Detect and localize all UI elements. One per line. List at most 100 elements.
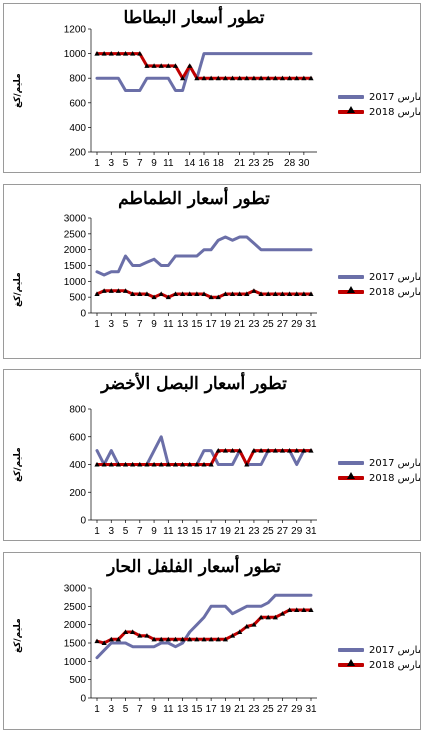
legend-label: مارس 2017 (369, 91, 421, 103)
legend-swatch-2018 (338, 659, 364, 667)
chart-panel-potato: 200 400 600 800 1000 1200 1 3 5 7 9 11 14 16 18 21 23 25 2… (3, 3, 421, 173)
legend-item-2017: مارس 2017 (338, 90, 421, 104)
legend-label: مارس 2017 (369, 644, 421, 656)
y-tick-label: 600 (69, 98, 86, 109)
legend-label: مارس 2017 (369, 457, 421, 469)
series-marker-2018 (180, 461, 186, 467)
series-marker-2018 (237, 75, 243, 81)
series-marker-2018 (115, 288, 121, 293)
triangle-marker-icon (347, 286, 355, 293)
x-tick-label: 5 (123, 319, 129, 330)
chart-panel-tomato: 0 500 1000 1500 2000 2500 3000 1 3 5 7 9 11 13 15 17 19 2… (3, 184, 421, 359)
x-tick-label: 15 (191, 319, 203, 330)
y-tick-label: 1000 (64, 49, 87, 60)
series-marker-2018 (108, 636, 114, 642)
x-tick-label: 1 (94, 526, 100, 537)
x-tick-label: 31 (305, 526, 317, 537)
y-tick-label: 0 (80, 694, 86, 705)
legend-swatch-2017 (338, 648, 364, 652)
series-marker-2018 (151, 461, 157, 467)
x-tick-label: 17 (206, 704, 218, 715)
series-marker-2018 (108, 51, 114, 56)
series-marker-2018 (115, 51, 121, 56)
series-marker-2018 (130, 51, 136, 56)
series-marker-2018 (201, 636, 207, 642)
x-tick-label: 21 (234, 526, 246, 537)
series-marker-2018 (115, 461, 121, 467)
series-marker-2018 (180, 291, 186, 296)
series-marker-2018 (265, 614, 271, 620)
series-marker-2018 (258, 291, 264, 296)
x-tick-label: 23 (248, 526, 260, 537)
legend-swatch-2017 (338, 461, 364, 465)
series-marker-2018 (122, 461, 129, 467)
series-marker-2018 (108, 288, 114, 293)
series-marker-2018 (244, 623, 250, 629)
series-marker-2018 (115, 636, 121, 642)
series-marker-2018 (215, 294, 221, 300)
series-marker-2018 (130, 291, 136, 296)
series-marker-2018 (158, 63, 164, 68)
y-tick-label: 0 (80, 309, 86, 320)
x-tick-label: 14 (184, 158, 196, 169)
series-marker-2018 (130, 629, 136, 634)
x-tick-label: 5 (123, 158, 129, 169)
chart-title: تطور أسعار الفلفل الحار (107, 557, 281, 577)
legend-label: مارس 2017 (369, 271, 421, 283)
x-tick-label: 1 (94, 158, 100, 169)
x-tick-label: 9 (151, 526, 157, 537)
y-tick-label: 400 (69, 123, 86, 134)
series-marker-2018 (180, 636, 186, 642)
series-marker-2018 (122, 51, 129, 56)
y-tick-label: 1000 (64, 277, 87, 288)
legend-item-2017: مارس 2017 (338, 456, 421, 470)
y-axis-label: مليم/كغ (13, 272, 23, 308)
series-marker-2018 (101, 51, 107, 56)
series-marker-2018 (272, 614, 278, 620)
y-tick-label: 2000 (64, 620, 87, 631)
series-marker-2018 (222, 75, 228, 81)
y-tick-label: 2000 (64, 245, 87, 256)
series-marker-2018 (94, 291, 100, 296)
series-marker-2018 (229, 75, 236, 81)
series-marker-2018 (101, 461, 107, 467)
legend-label: مارس 2018 (369, 286, 421, 298)
legend-swatch-2018 (338, 472, 364, 480)
x-tick-label: 11 (163, 319, 174, 330)
x-tick-label: 9 (151, 158, 157, 169)
y-tick-label: 2500 (64, 602, 87, 613)
x-tick-label: 21 (234, 158, 246, 169)
y-axis-label: مليم/كغ (13, 447, 23, 483)
x-tick-label: 28 (284, 158, 296, 169)
series-marker-2018 (265, 75, 271, 81)
chart-panel-hot-pepper: 0 500 1000 1500 2000 2500 3000 1 3 5 7 9 11 13 15 17 19 2… (3, 552, 421, 730)
x-tick-label: 25 (263, 526, 275, 537)
series-marker-2018 (265, 448, 271, 453)
y-tick-label: 1200 (64, 25, 87, 36)
series-marker-2018 (201, 461, 207, 467)
series-marker-2018 (301, 291, 307, 296)
x-tick-label: 7 (137, 526, 143, 537)
legend-label: مارس 2018 (369, 472, 421, 484)
series-marker-2018 (194, 461, 200, 467)
y-tick-label: 1500 (64, 639, 87, 650)
series-marker-2018 (208, 636, 214, 642)
x-tick-label: 17 (206, 319, 218, 330)
series-marker-2018 (180, 75, 186, 81)
x-tick-label: 19 (220, 319, 232, 330)
series-line-2017 (95, 52, 313, 92)
x-tick-label: 9 (151, 704, 157, 715)
series-marker-2018 (229, 291, 236, 296)
x-tick-label: 25 (263, 319, 275, 330)
series-marker-2018 (265, 291, 271, 296)
series-marker-2018 (244, 461, 250, 467)
x-tick-label: 27 (277, 704, 289, 715)
x-tick-label: 27 (277, 526, 289, 537)
series-marker-2018 (222, 448, 228, 453)
series-line-2017 (95, 235, 313, 277)
triangle-marker-icon (347, 472, 355, 479)
chart-title: تطور أسعار الطماطم (118, 189, 270, 209)
series-marker-2018 (94, 638, 100, 644)
